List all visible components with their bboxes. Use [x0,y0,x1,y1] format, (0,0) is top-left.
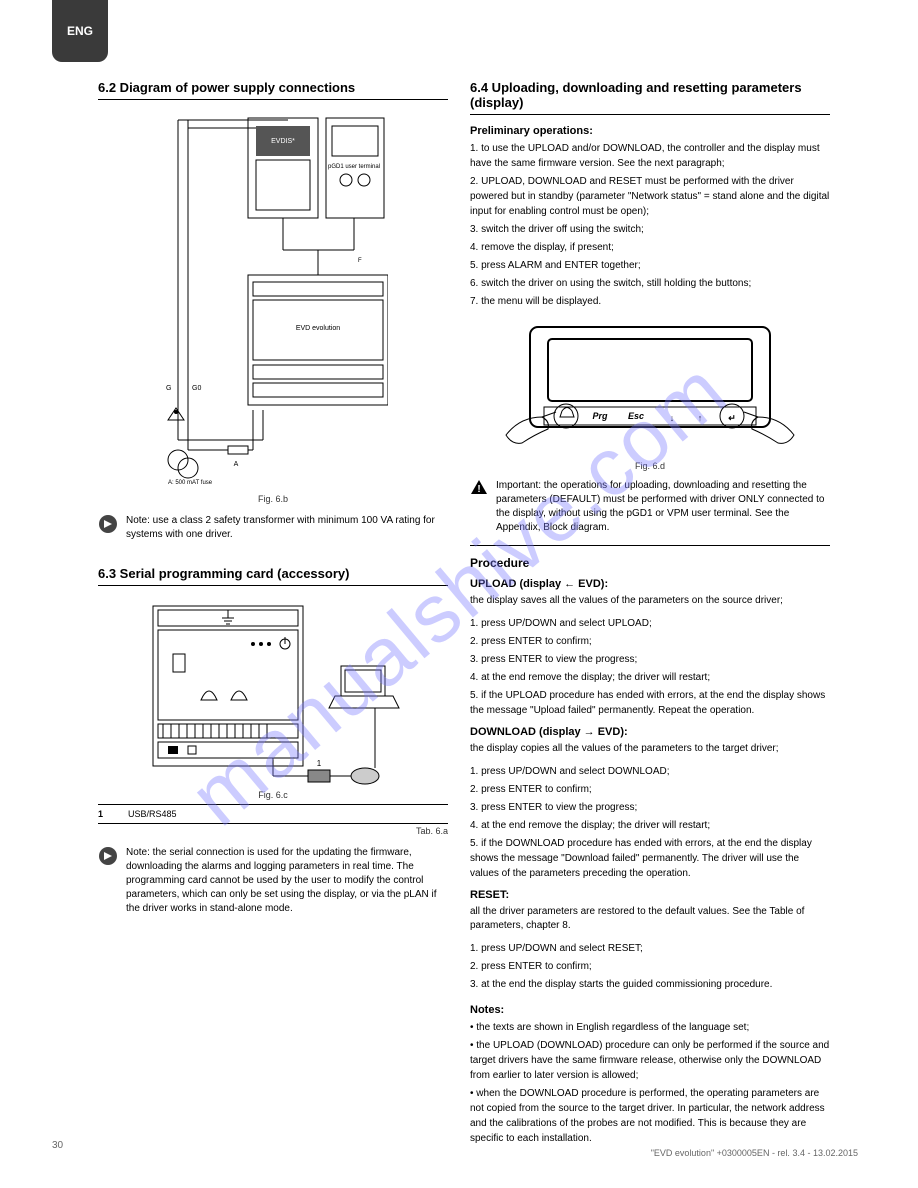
svg-text:EVDIS*: EVDIS* [271,138,295,145]
svg-text:↑: ↑ [698,413,703,423]
upload-steps: 1. press UP/DOWN and select UPLOAD; 2. p… [470,616,830,718]
table-6a: 1 USB/RS485 [98,804,448,824]
table-6a-caption: Tab. 6.a [98,826,448,836]
notes-list: • the texts are shown in English regardl… [470,1020,830,1146]
svg-text:↵: ↵ [728,413,736,423]
upload-intro: the display saves all the values of the … [470,594,830,608]
svg-text:pGD1 user terminal: pGD1 user terminal [328,164,380,170]
fig-6c-caption: Fig. 6.c [258,790,288,800]
footer: "EVD evolution" +0300005EN - rel. 3.4 - … [651,1148,858,1158]
upload-title: UPLOAD (display ← EVD): [470,578,830,590]
section-6-4-title: 6.4 Uploading, downloading and resetting… [470,80,830,115]
note-6-3: Note: the serial connection is used for … [126,846,448,916]
serial-card-diagram: 1 Fig. 6.c [98,596,448,800]
fig-6b-caption: Fig. 6.b [258,494,288,504]
warning-6-4: Important: the operations for uploading,… [496,479,830,535]
reset-intro: all the driver parameters are restored t… [470,905,830,933]
divider [470,545,830,546]
note-6-2: Note: use a class 2 safety transformer w… [126,514,448,542]
language-tab: ENG [52,0,108,62]
page-number: 30 [52,1140,63,1151]
svg-text:EVD evolution: EVD evolution [296,325,340,332]
notes-title: Notes: [470,1004,830,1016]
prelim-title: Preliminary operations: [470,125,830,137]
section-6-2-title: 6.2 Diagram of power supply connections [98,80,448,100]
svg-text:!: ! [477,484,480,495]
svg-text:Esc: Esc [628,411,644,421]
fig-6d-caption: Fig. 6.d [635,461,665,471]
warning-icon: ! [470,479,488,495]
svg-text:↓: ↓ [670,413,675,423]
download-intro: the display copies all the values of the… [470,742,830,756]
download-steps: 1. press UP/DOWN and select DOWNLOAD; 2.… [470,764,830,881]
procedure-title: Procedure [470,556,830,570]
prelim-steps: 1. to use the UPLOAD and/or DOWNLOAD, th… [470,141,830,309]
svg-text:A: 500 mAT fuse: A: 500 mAT fuse [168,480,213,486]
keypad-diagram: Prg Esc ↓ ↑ ↵ Fig. 6.d [470,317,830,471]
note-arrow-icon [98,846,118,866]
power-supply-diagram: EVDIS* pGD1 user terminal F EVD evolutio… [98,110,448,504]
svg-text:F: F [358,258,362,264]
svg-text:Prg: Prg [592,411,608,421]
note-arrow-icon [98,514,118,534]
section-6-3-title: 6.3 Serial programming card (accessory) [98,566,448,586]
svg-text:G: G [166,385,171,392]
download-title: DOWNLOAD (display → EVD): [470,726,830,738]
reset-title: RESET: [470,889,830,901]
reset-steps: 1. press UP/DOWN and select RESET; 2. pr… [470,941,830,992]
svg-text:A: A [234,461,239,468]
svg-text:G0: G0 [192,385,201,392]
svg-text:1: 1 [317,759,322,768]
